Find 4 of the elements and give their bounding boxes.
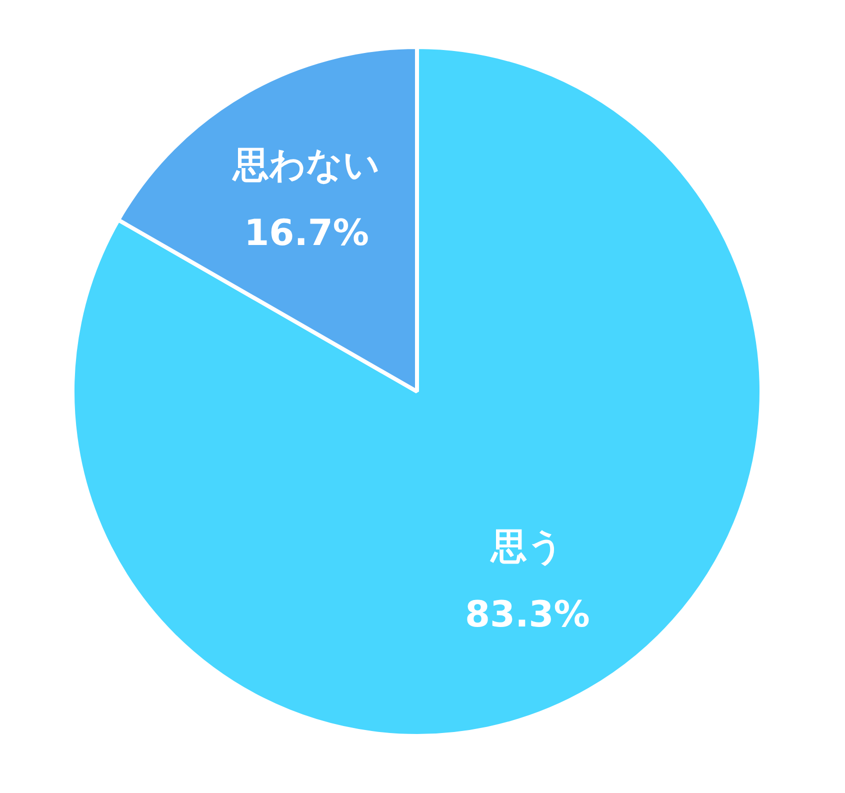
data-label: 16.7% [244,213,370,254]
data-label: 83.3% [464,594,590,636]
slice-label: 思わない [231,145,380,186]
slice-label: 思う [488,526,564,568]
